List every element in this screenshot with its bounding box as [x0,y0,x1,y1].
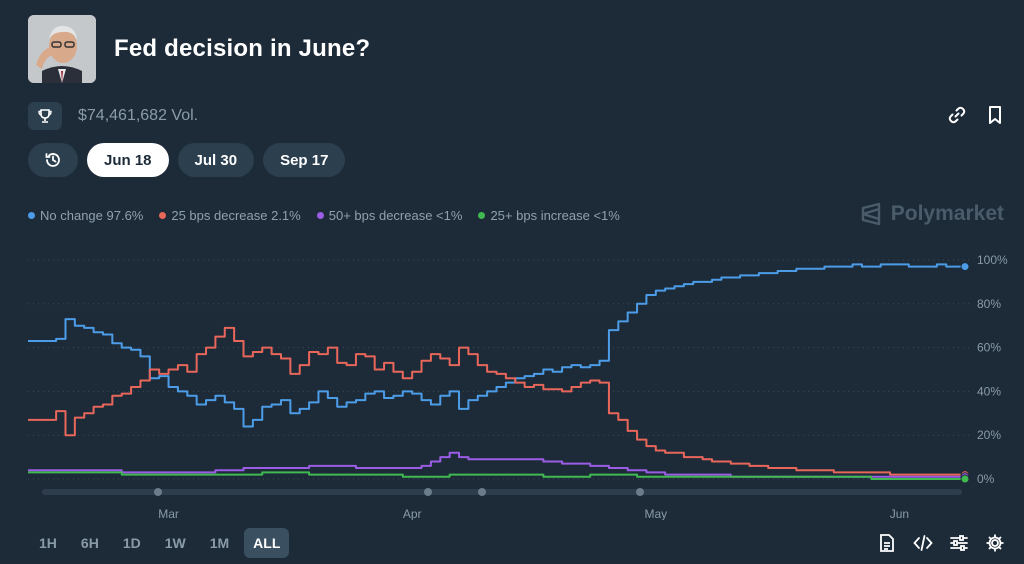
series-line [28,263,965,428]
tab-jun-18[interactable]: Jun 18 [87,143,169,177]
top-actions [946,104,1006,126]
y-tick-label: 80% [977,297,1001,311]
sliders-icon[interactable] [948,532,970,554]
market-avatar [28,15,96,83]
legend-item-25bps-decrease: 25 bps decrease 2.1% [159,208,301,223]
range-1h[interactable]: 1H [39,535,57,551]
x-tick-label: Mar [158,507,179,520]
legend-dot [159,212,167,219]
market-title: Fed decision in June? [114,35,371,62]
chart-legend: No change 97.6% 25 bps decrease 2.1% 50+… [28,208,620,223]
link-icon[interactable] [946,104,968,126]
legend-label: No change 97.6% [40,208,144,223]
tab-sep-17[interactable]: Sep 17 [263,143,346,177]
legend-dot [478,212,486,219]
y-tick-label: 100% [977,253,1008,267]
bookmark-icon[interactable] [984,104,1006,126]
legend-label: 50+ bps decrease <1% [328,208,463,223]
market-header: Fed decision in June? [28,15,370,83]
legend-label: 25 bps decrease 2.1% [171,208,301,223]
series-end-point [960,474,970,484]
y-tick-label: 40% [977,384,1001,398]
legend-item-25bps-increase: 25+ bps increase <1% [478,208,620,223]
chart-tools [876,532,1006,554]
range-handle [154,488,162,496]
polymarket-watermark: Polymarket [859,202,1004,226]
polymarket-logo-icon [861,202,880,226]
range-track [42,489,962,495]
x-tick-label: Jun [890,507,909,520]
legend-item-no-change: No change 97.6% [28,208,143,223]
volume-text: $74,461,682 Vol. [78,107,199,124]
range-all[interactable]: ALL [244,528,290,558]
trophy-icon[interactable] [28,102,62,130]
settings-gear-icon[interactable] [984,532,1006,554]
range-handle [636,488,644,496]
tab-jul-30[interactable]: Jul 30 [177,143,255,177]
y-tick-label: 20% [977,428,1001,442]
x-tick-label: Apr [403,507,422,520]
embed-code-icon[interactable] [912,532,934,554]
series-line [28,471,965,480]
legend-item-50bps-decrease: 50+ bps decrease <1% [316,208,463,223]
y-tick-label: 0% [977,472,995,486]
time-range-selector: 1H 6H 1D 1W 1M ALL [30,528,290,558]
y-tick-label: 60% [977,341,1001,355]
series-end-point [960,262,970,272]
range-handle [478,488,486,496]
series-line [28,326,965,476]
legend-label: 25+ bps increase <1% [490,208,620,223]
legend-dot [28,212,35,219]
brand-name: Polymarket [890,202,1004,225]
range-handle [424,488,432,496]
x-tick-label: May [644,507,667,520]
range-1m[interactable]: 1M [209,535,230,551]
date-tabs: Jun 18 Jul 30 Sep 17 [28,143,346,177]
range-1d[interactable]: 1D [122,535,141,551]
document-icon[interactable] [876,532,898,554]
range-1w[interactable]: 1W [164,535,186,551]
series-line [28,451,965,478]
volume-row: $74,461,682 Vol. [28,102,198,130]
history-icon [45,153,60,167]
range-6h[interactable]: 6H [80,535,99,551]
tab-history[interactable] [28,143,78,177]
price-chart[interactable]: 100% 80% 60% 40% 20% 0% Mar Apr May Jun [0,240,1024,520]
legend-dot [316,212,324,219]
